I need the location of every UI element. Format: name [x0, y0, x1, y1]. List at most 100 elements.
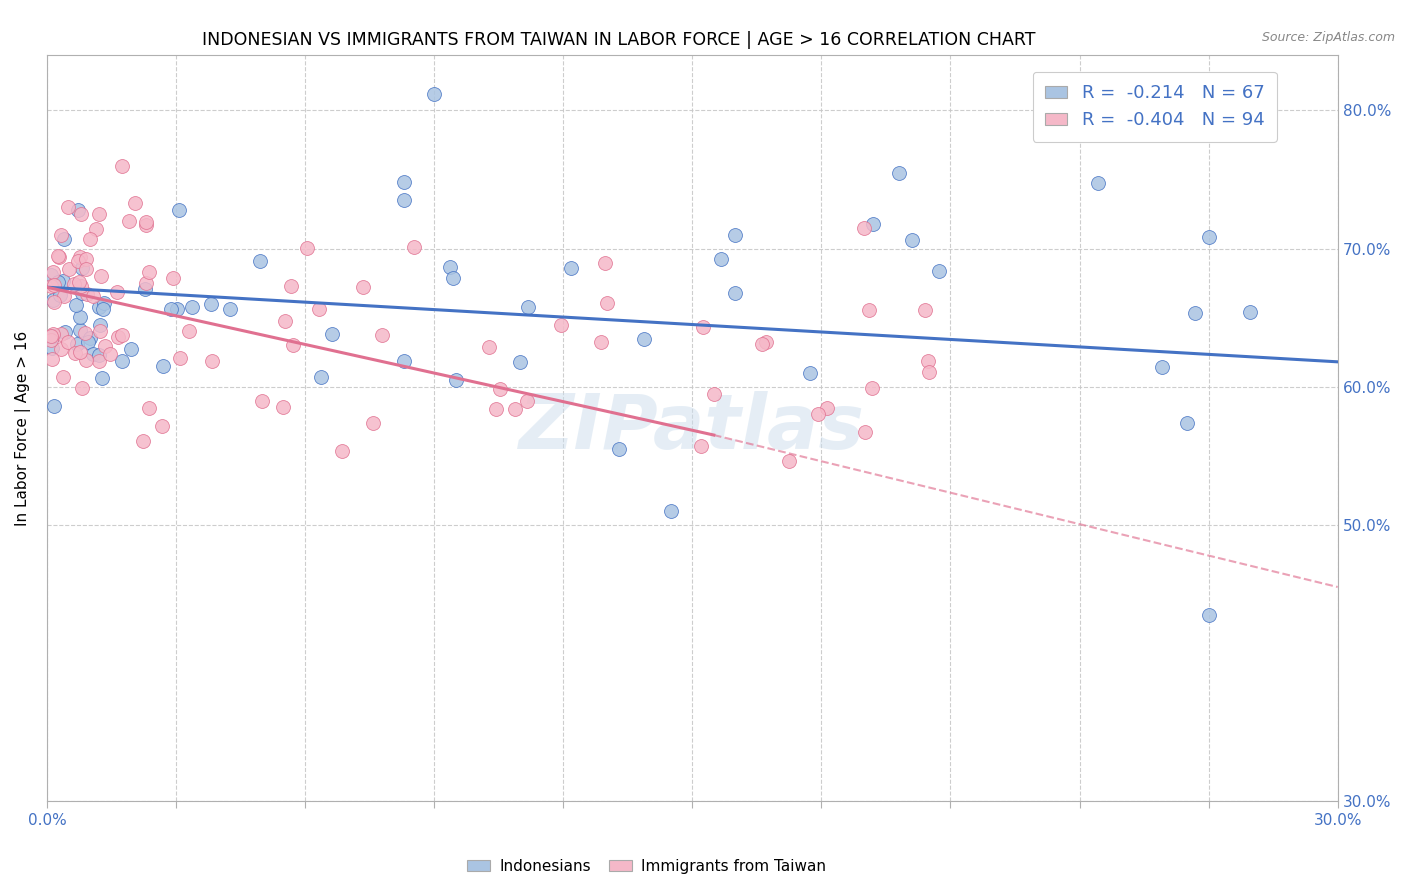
Point — [120, 342, 142, 356]
Point — [392, 175, 415, 189]
Point — [444, 373, 467, 387]
Point — [280, 279, 302, 293]
Point — [69, 323, 91, 337]
Point — [392, 193, 415, 207]
Point — [91, 301, 114, 316]
Point — [41, 351, 63, 366]
Point — [659, 504, 682, 518]
Point — [42, 327, 65, 342]
Point — [39, 333, 62, 347]
Point — [352, 280, 374, 294]
Point — [132, 434, 155, 448]
Point — [689, 439, 711, 453]
Point — [41, 341, 63, 355]
Point — [815, 401, 838, 415]
Point — [75, 353, 97, 368]
Point — [363, 416, 385, 430]
Point — [82, 347, 104, 361]
Point — [509, 355, 531, 369]
Point — [124, 195, 146, 210]
Point — [138, 265, 160, 279]
Text: INDONESIAN VS IMMIGRANTS FROM TAIWAN IN LABOR FORCE | AGE > 16 CORRELATION CHART: INDONESIAN VS IMMIGRANTS FROM TAIWAN IN … — [202, 31, 1035, 49]
Point — [1152, 359, 1174, 374]
Point — [89, 318, 111, 332]
Point — [887, 165, 910, 179]
Point — [751, 336, 773, 351]
Point — [560, 261, 582, 276]
Point — [46, 275, 69, 289]
Legend: Indonesians, Immigrants from Taiwan: Indonesians, Immigrants from Taiwan — [461, 853, 832, 880]
Point — [138, 401, 160, 416]
Point — [39, 329, 62, 343]
Y-axis label: In Labor Force | Age > 16: In Labor Force | Age > 16 — [15, 331, 31, 525]
Point — [48, 250, 70, 264]
Point — [179, 324, 201, 338]
Point — [295, 242, 318, 256]
Point — [42, 328, 65, 343]
Point — [1087, 176, 1109, 190]
Point — [65, 298, 87, 312]
Point — [135, 276, 157, 290]
Point — [441, 271, 464, 285]
Point — [928, 263, 950, 277]
Point — [478, 340, 501, 354]
Point — [855, 425, 877, 440]
Point — [111, 328, 134, 343]
Point — [858, 302, 880, 317]
Point — [94, 338, 117, 352]
Point — [589, 335, 612, 350]
Point — [250, 393, 273, 408]
Point — [917, 354, 939, 368]
Point — [439, 260, 461, 274]
Point — [93, 296, 115, 310]
Point — [550, 318, 572, 332]
Point — [70, 382, 93, 396]
Point — [69, 345, 91, 359]
Text: Source: ZipAtlas.com: Source: ZipAtlas.com — [1261, 31, 1395, 45]
Point — [710, 252, 733, 267]
Point — [862, 217, 884, 231]
Point — [79, 331, 101, 345]
Point — [53, 289, 76, 303]
Point — [67, 275, 90, 289]
Point — [70, 286, 93, 301]
Point — [41, 278, 63, 293]
Point — [48, 249, 70, 263]
Point — [58, 200, 80, 214]
Point — [86, 222, 108, 236]
Point — [371, 328, 394, 343]
Point — [135, 218, 157, 232]
Point — [273, 314, 295, 328]
Point — [914, 302, 936, 317]
Point — [1239, 304, 1261, 318]
Point — [918, 365, 941, 379]
Point — [703, 386, 725, 401]
Point — [89, 324, 111, 338]
Point — [75, 326, 97, 340]
Point — [200, 354, 222, 368]
Point — [1184, 306, 1206, 320]
Point — [485, 402, 508, 417]
Point — [42, 399, 65, 413]
Point — [169, 351, 191, 366]
Point — [633, 332, 655, 346]
Point — [200, 297, 222, 311]
Point — [853, 220, 876, 235]
Point — [70, 207, 93, 221]
Point — [1175, 417, 1198, 431]
Point — [394, 354, 416, 368]
Point — [67, 202, 90, 217]
Point — [516, 393, 538, 408]
Point — [49, 327, 72, 342]
Point — [404, 240, 426, 254]
Point — [111, 159, 134, 173]
Point — [69, 310, 91, 324]
Point — [516, 300, 538, 314]
Point — [180, 301, 202, 315]
Point — [44, 278, 66, 293]
Point — [67, 253, 90, 268]
Point — [218, 302, 240, 317]
Point — [778, 454, 800, 468]
Point — [87, 207, 110, 221]
Point — [49, 342, 72, 356]
